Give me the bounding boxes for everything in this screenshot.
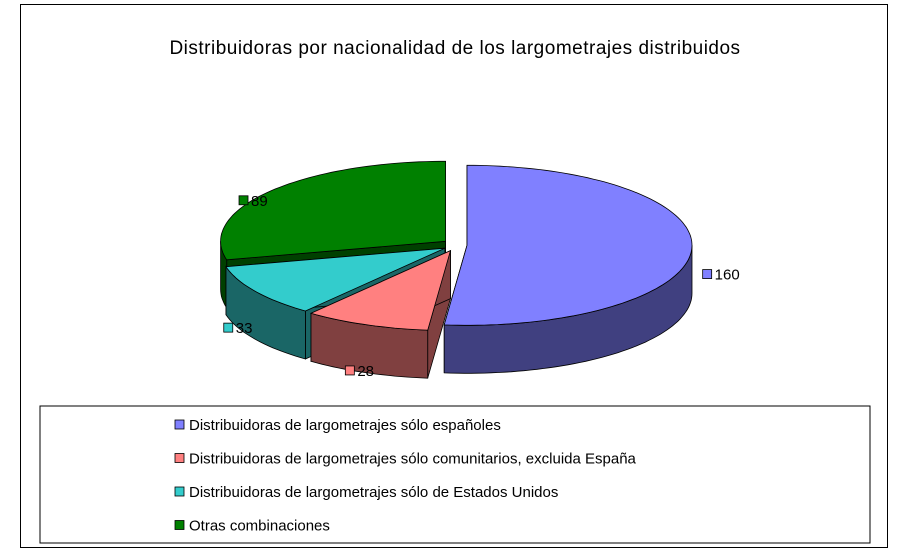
slice — [309, 249, 452, 379]
value-label-key — [223, 322, 234, 333]
legend-key — [174, 520, 185, 530]
chart-frame — [20, 4, 888, 548]
legend-key — [174, 486, 185, 497]
value-label-key — [702, 269, 713, 279]
value-label: 89 — [251, 193, 268, 210]
legend-key — [174, 419, 185, 430]
slice — [443, 164, 693, 374]
slice-top — [225, 247, 446, 312]
value-label: 28 — [357, 363, 374, 380]
slice-top — [309, 249, 452, 331]
slice-top — [220, 160, 446, 261]
value-label: 160 — [715, 267, 740, 284]
legend-label: Distribuidoras de largometrajes sólo de … — [189, 484, 558, 501]
chart-title: Distribuidoras por nacionalidad de los l… — [169, 38, 741, 59]
legend-label: Distribuidoras de largometrajes sólo esp… — [189, 417, 501, 434]
value-label-key — [344, 365, 355, 376]
legend-label: Distribuidoras de largometrajes sólo com… — [189, 450, 637, 467]
value-label-key — [238, 195, 249, 206]
legend-key — [174, 453, 185, 463]
legend-label: Otras combinaciones — [189, 517, 330, 534]
slice-top — [443, 164, 693, 326]
value-label: 33 — [236, 320, 253, 337]
